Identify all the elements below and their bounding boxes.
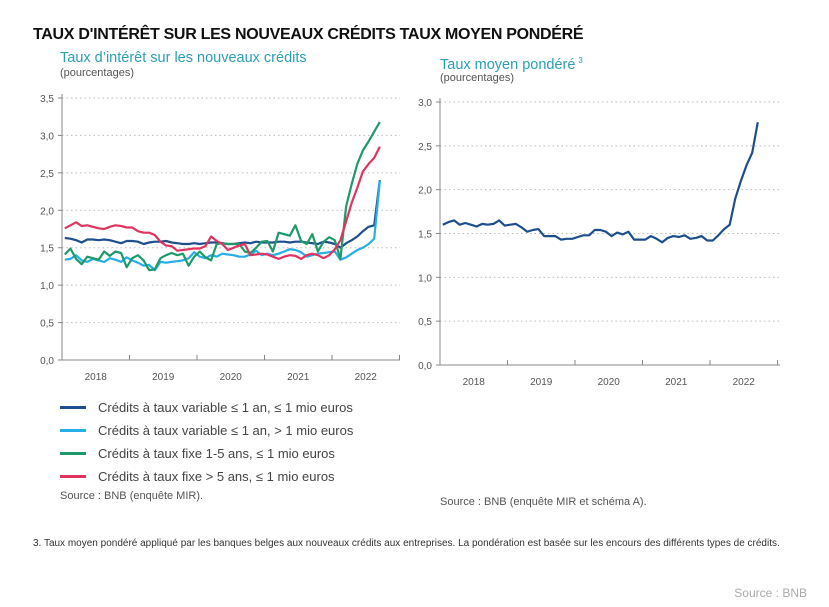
right-chart-source: Source : BNB (enquête MIR et schéma A). xyxy=(440,496,647,508)
y-tick-label: 2,0 xyxy=(418,186,432,197)
x-tick-label: 2021 xyxy=(665,377,688,388)
image-credit: Source : BNB xyxy=(734,586,807,600)
x-tick-label: 2020 xyxy=(598,377,621,388)
legend-label: Crédits à taux variable ≤ 1 an, ≤ 1 mio … xyxy=(98,400,353,415)
legend: Crédits à taux variable ≤ 1 an, ≤ 1 mio … xyxy=(60,396,353,488)
left-chart-title: Taux d’intérêt sur les nouveaux crédits xyxy=(60,50,307,66)
legend-swatch xyxy=(60,429,86,432)
legend-item: Crédits à taux variable ≤ 1 an, > 1 mio … xyxy=(60,419,353,442)
legend-item: Crédits à taux fixe > 5 ans, ≤ 1 mio eur… xyxy=(60,465,353,488)
y-tick-label: 1,5 xyxy=(418,230,432,241)
y-tick-label: 2,0 xyxy=(40,206,54,217)
left-chart-source: Source : BNB (enquête MIR). xyxy=(60,490,204,502)
footnote-ref: 3 xyxy=(578,56,583,65)
x-tick-label: 2021 xyxy=(287,372,310,383)
x-tick-label: 2019 xyxy=(530,377,553,388)
footnote: 3. Taux moyen pondéré appliqué par les b… xyxy=(33,538,780,549)
x-tick-label: 2018 xyxy=(463,377,486,388)
x-tick-label: 2018 xyxy=(85,372,108,383)
right-chart-title-text: Taux moyen pondéré xyxy=(440,56,576,73)
y-tick-label: 1,0 xyxy=(418,273,432,284)
series-line-1 xyxy=(442,122,759,244)
series-line-2 xyxy=(64,180,381,272)
right-chart-unit: (pourcentages) xyxy=(440,72,514,84)
y-tick-label: 3,0 xyxy=(418,98,432,109)
y-tick-label: 0,0 xyxy=(418,361,432,372)
x-tick-label: 2022 xyxy=(733,377,756,388)
y-tick-label: 0,5 xyxy=(418,317,432,328)
left-chart-unit: (pourcentages) xyxy=(60,67,134,79)
y-tick-label: 1,5 xyxy=(40,244,54,255)
y-tick-label: 2,5 xyxy=(40,169,54,180)
x-tick-label: 2020 xyxy=(220,372,243,383)
x-tick-label: 2022 xyxy=(355,372,378,383)
y-tick-label: 0,0 xyxy=(40,356,54,367)
y-tick-label: 3,5 xyxy=(40,94,54,105)
y-tick-label: 3,0 xyxy=(40,131,54,142)
legend-item: Crédits à taux fixe 1-5 ans, ≤ 1 mio eur… xyxy=(60,442,353,465)
y-tick-label: 1,0 xyxy=(40,281,54,292)
legend-swatch xyxy=(60,452,86,455)
legend-label: Crédits à taux fixe > 5 ans, ≤ 1 mio eur… xyxy=(98,469,335,484)
legend-swatch xyxy=(60,475,86,478)
legend-item: Crédits à taux variable ≤ 1 an, ≤ 1 mio … xyxy=(60,396,353,419)
series-line-1 xyxy=(64,180,381,249)
y-tick-label: 2,5 xyxy=(418,142,432,153)
main-title: TAUX D'INTÉRÊT SUR LES NOUVEAUX CRÉDITS … xyxy=(33,26,584,43)
right-chart-title: Taux moyen pondéré 3 xyxy=(440,56,583,73)
legend-label: Crédits à taux fixe 1-5 ans, ≤ 1 mio eur… xyxy=(98,446,335,461)
legend-label: Crédits à taux variable ≤ 1 an, > 1 mio … xyxy=(98,423,354,438)
legend-swatch xyxy=(60,406,86,409)
y-tick-label: 0,5 xyxy=(40,319,54,330)
series-line-4 xyxy=(64,146,381,260)
x-tick-label: 2019 xyxy=(152,372,175,383)
